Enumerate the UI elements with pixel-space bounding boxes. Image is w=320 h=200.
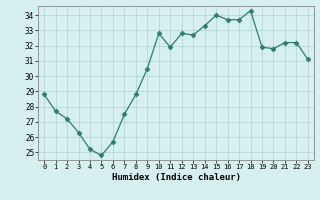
X-axis label: Humidex (Indice chaleur): Humidex (Indice chaleur) xyxy=(111,173,241,182)
